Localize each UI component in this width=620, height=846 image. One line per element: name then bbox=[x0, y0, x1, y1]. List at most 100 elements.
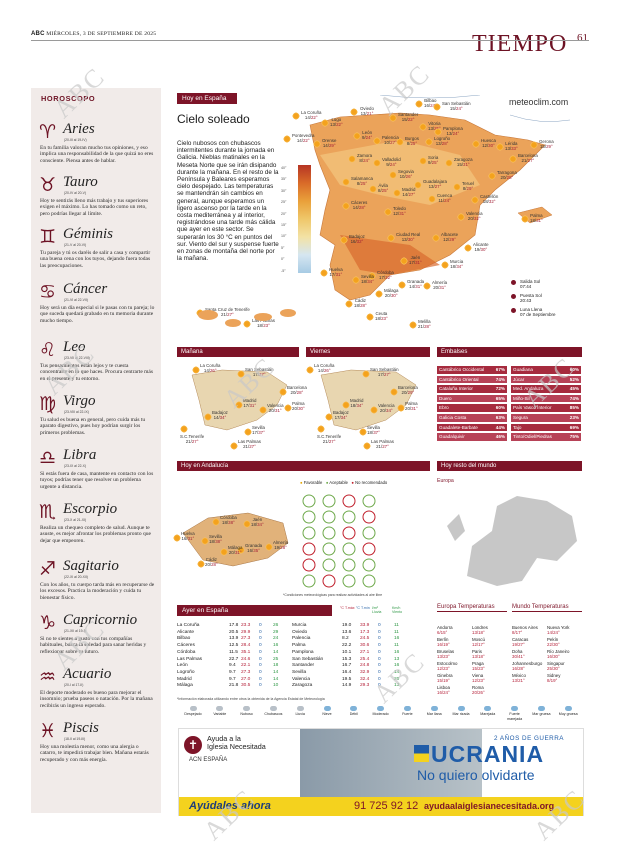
world-temp: 16/19° bbox=[437, 642, 450, 648]
ayer-city: Palencia bbox=[292, 636, 311, 642]
continent-shape bbox=[467, 496, 577, 586]
ayer-city: San Sebastián bbox=[292, 656, 324, 662]
city-label: Palma 20/30° bbox=[292, 401, 305, 411]
ad-cta[interactable]: Ayúdales ahora bbox=[189, 800, 271, 812]
city-label: Cádiz 18/28° bbox=[354, 298, 367, 308]
ad-url[interactable]: ayudaalaiglesianecesitada.org bbox=[424, 801, 555, 811]
ayer-v: 13 bbox=[394, 683, 400, 689]
activity-icon bbox=[342, 558, 356, 572]
ayer-max: 10.1 bbox=[342, 649, 352, 655]
city-tmin: 20/ bbox=[379, 408, 386, 413]
ayer-max: 8.2 bbox=[342, 636, 349, 642]
city-label: Badajoz 16/32° bbox=[349, 234, 365, 244]
ayer-max: 21.8 bbox=[229, 683, 239, 689]
weather-legend-label: Nuboso bbox=[240, 712, 253, 716]
sun-info-row: Puesta Sol 20:43 bbox=[511, 293, 542, 303]
sun-icon bbox=[375, 290, 383, 298]
weather-legend-icon bbox=[377, 706, 385, 711]
sign-text: Tus pensamientos están lejos y te cuesta… bbox=[40, 363, 153, 382]
activity-icon bbox=[342, 574, 356, 588]
city-label: Barcelona 20/29° bbox=[398, 385, 418, 395]
weather-legend-icon bbox=[430, 706, 438, 711]
ayer-row: Málaga 21.8 30.5 0 10 bbox=[177, 683, 307, 689]
city-label: Almería 20/31° bbox=[432, 280, 447, 290]
sun-icon bbox=[387, 234, 395, 242]
city-name: Valencia bbox=[466, 211, 483, 216]
city-temp: 20/30° bbox=[384, 293, 398, 298]
scorpio-icon: ♏ bbox=[39, 501, 57, 523]
sun-icon bbox=[425, 138, 433, 146]
city-tmax: 31° bbox=[234, 550, 242, 555]
world-temps-title: Mundo Temperaturas bbox=[512, 604, 582, 612]
activity-icon bbox=[322, 542, 336, 556]
city-tmax: 31° bbox=[536, 218, 543, 223]
city-label: Madrid 18/34° bbox=[350, 398, 363, 408]
city-tmax: 24° bbox=[389, 162, 397, 167]
city-name: Zamora bbox=[357, 153, 373, 158]
city-tmax: 34° bbox=[356, 403, 364, 408]
city-name: Palma bbox=[530, 213, 543, 218]
city-tmax: 31° bbox=[335, 272, 343, 277]
city-label: Granada 14/31° bbox=[407, 279, 424, 289]
sun-icon bbox=[415, 100, 423, 108]
island-shape bbox=[198, 310, 218, 320]
city-name: Segovia bbox=[398, 169, 414, 174]
weather-legend-label: Muy gruesa bbox=[558, 712, 578, 716]
city-label: Málaga 20/30° bbox=[384, 288, 398, 298]
city-tmax: 28° bbox=[211, 562, 218, 567]
city-temp: 8/25° bbox=[351, 181, 373, 186]
world-city: Berlín bbox=[437, 637, 449, 642]
activity-icon bbox=[362, 494, 376, 508]
sun-icon bbox=[369, 185, 377, 193]
city-tmax: 24° bbox=[363, 158, 370, 163]
peninsula-shape bbox=[191, 369, 288, 431]
reservoir-row: Cataluña Interior 72% bbox=[437, 385, 507, 393]
island-shape bbox=[447, 514, 465, 541]
ayer-min: 24.8 bbox=[360, 663, 370, 669]
city-temp: 14/22° bbox=[292, 138, 314, 143]
city-tmin: 16/ bbox=[424, 103, 431, 108]
city-tmax: 31° bbox=[399, 211, 406, 216]
sign-dates: (23-VIII al 22-IX) bbox=[64, 410, 89, 414]
reservoir-row: Guadiana 60% bbox=[511, 366, 581, 374]
city-name: Bilbao bbox=[424, 98, 437, 103]
world-temp-item: Pekín 22/30° bbox=[547, 637, 560, 648]
city-tmax: 22° bbox=[310, 115, 318, 120]
city-temp: 18/34° bbox=[361, 279, 374, 284]
city-tmax: 28° bbox=[296, 390, 304, 395]
scale-label: -5° bbox=[281, 268, 286, 273]
sun-icon bbox=[283, 135, 291, 143]
ad-phone[interactable]: 91 725 92 12 bbox=[354, 800, 419, 812]
reservoir-row: Segura 23% bbox=[511, 414, 581, 422]
city-temp: 17/31° bbox=[409, 260, 422, 265]
sun-icon bbox=[390, 388, 398, 396]
city-name: Alicante bbox=[473, 242, 489, 247]
world-temp: 15/23° bbox=[472, 666, 485, 672]
city-tmin: 20/ bbox=[205, 562, 212, 567]
city-name: Madrid bbox=[243, 398, 257, 403]
city-label: Valencia 20/34° bbox=[378, 403, 395, 413]
ayer-min: 24.6 bbox=[241, 656, 251, 662]
sign-dates: (23-VII al 22-VIII) bbox=[64, 356, 90, 360]
city-temp: 19/28° bbox=[273, 545, 288, 550]
sign-text: Tu salud es buena en general, pero cuida… bbox=[40, 417, 146, 436]
ad-banner[interactable]: ✝ Ayuda a la Iglesia Necesitada ACN ESPAÑ… bbox=[178, 728, 584, 816]
city-name: Melilla bbox=[418, 319, 431, 324]
weather-legend-label: Moderado bbox=[372, 712, 389, 716]
sun-icon bbox=[389, 114, 397, 122]
city-label: Palma 18/31° bbox=[530, 213, 543, 223]
sun-icon bbox=[433, 103, 441, 111]
city-name: Córdoba bbox=[220, 515, 237, 520]
reservoir-row: País Vasco Interior 85% bbox=[511, 404, 581, 412]
sign-dates: (23-IX al 22-X) bbox=[64, 464, 87, 468]
sign-dates: (20-III al 19-IV) bbox=[64, 138, 87, 142]
ayer-v: 11 bbox=[394, 643, 399, 649]
ayer-v: 16 bbox=[394, 649, 400, 655]
city-name: Burgos bbox=[405, 136, 419, 141]
ayer-v: 24 bbox=[273, 636, 279, 642]
sun-info-label: Salida Sol bbox=[520, 279, 541, 284]
city-temp: 18/23° bbox=[252, 323, 275, 328]
activity-icon bbox=[322, 526, 336, 540]
weather-legend-item: Muy gruesa bbox=[556, 706, 580, 717]
ayer-v: 11 bbox=[394, 623, 399, 628]
